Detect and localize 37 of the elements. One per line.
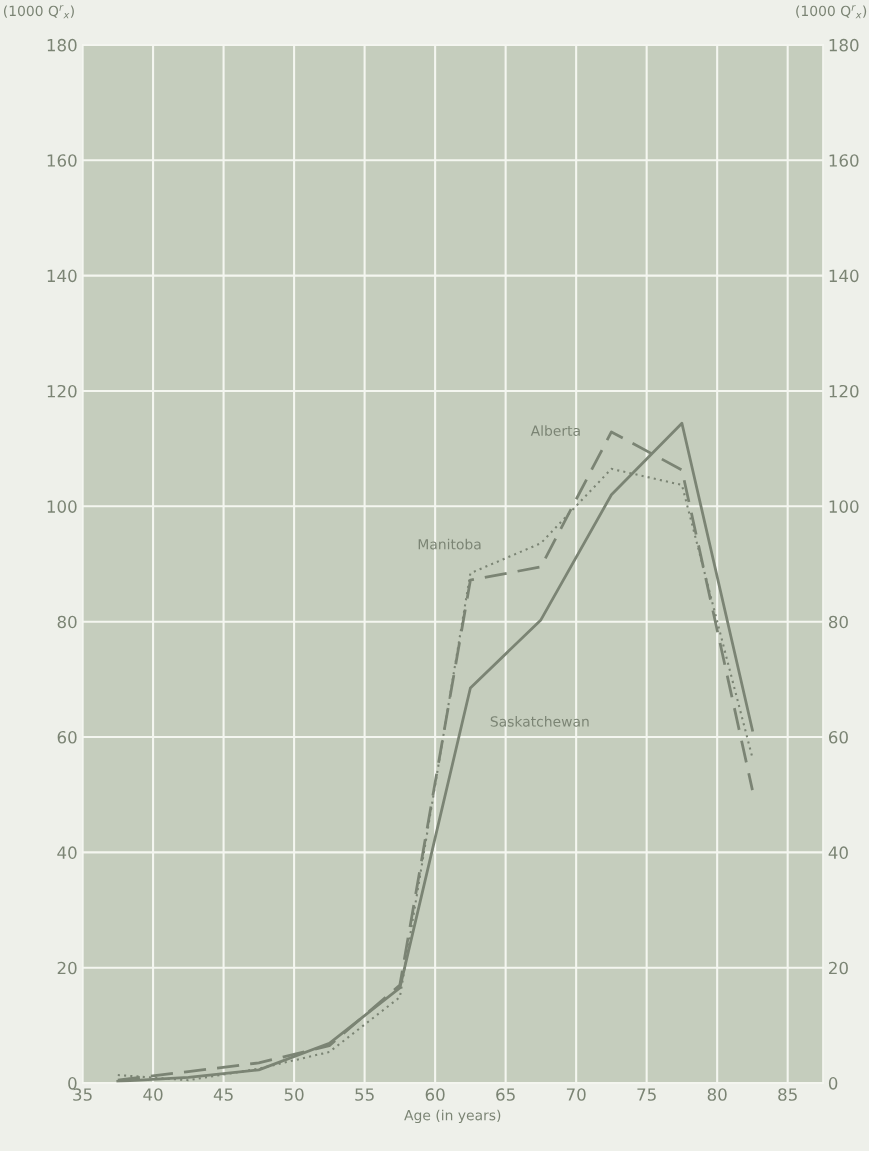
x-tick-label: 35 [73, 1088, 92, 1101]
y2-tick-label: 180 [829, 38, 859, 52]
x-tick-label: 75 [637, 1088, 656, 1101]
y-tick-label: 180 [47, 38, 77, 52]
x-tick-label: 80 [707, 1088, 727, 1101]
y-tick-label: 120 [47, 384, 77, 398]
x-axis-title: Age (in years) [404, 1109, 501, 1124]
x-tick-label: 70 [566, 1088, 586, 1101]
x-tick-label: 40 [143, 1088, 163, 1101]
y-axis-title: (1000 Q$^{r}$$_{x}$) [3, 5, 74, 19]
y2-tick-label: 100 [829, 500, 859, 513]
series-label: Alberta [530, 425, 580, 436]
y2-tick-label: 40 [828, 846, 848, 859]
x-tick-label: 85 [778, 1088, 797, 1101]
y-tick-label: 20 [57, 961, 77, 975]
y2-tick-label: 140 [829, 269, 859, 283]
y2-tick-label: 120 [829, 384, 859, 398]
y2-tick-label: 60 [828, 730, 848, 744]
series-label: Saskatchewan [490, 716, 589, 727]
y-tick-label: 0 [68, 1077, 77, 1090]
y2-tick-label: 160 [829, 154, 859, 167]
y-tick-label: 100 [47, 500, 77, 513]
x-tick-label: 60 [425, 1088, 445, 1101]
x-tick-label: 50 [284, 1088, 304, 1101]
y-tick-label: 80 [57, 615, 77, 629]
x-tick-label: 55 [355, 1088, 374, 1101]
y2-tick-label: 20 [829, 961, 848, 975]
y2-axis-title: (1000 Q$^{r}$$_{x}$) [796, 5, 867, 19]
series-label: Manitoba [418, 538, 481, 550]
y-tick-label: 60 [57, 730, 77, 744]
y2-tick-label: 80 [828, 615, 848, 629]
y-tick-label: 140 [47, 269, 77, 283]
x-tick-label: 65 [496, 1088, 515, 1101]
y-tick-label: 160 [47, 154, 77, 167]
x-tick-label: 45 [213, 1088, 233, 1101]
y-tick-label: 40 [57, 846, 77, 859]
y2-tick-label: 0 [828, 1077, 838, 1090]
